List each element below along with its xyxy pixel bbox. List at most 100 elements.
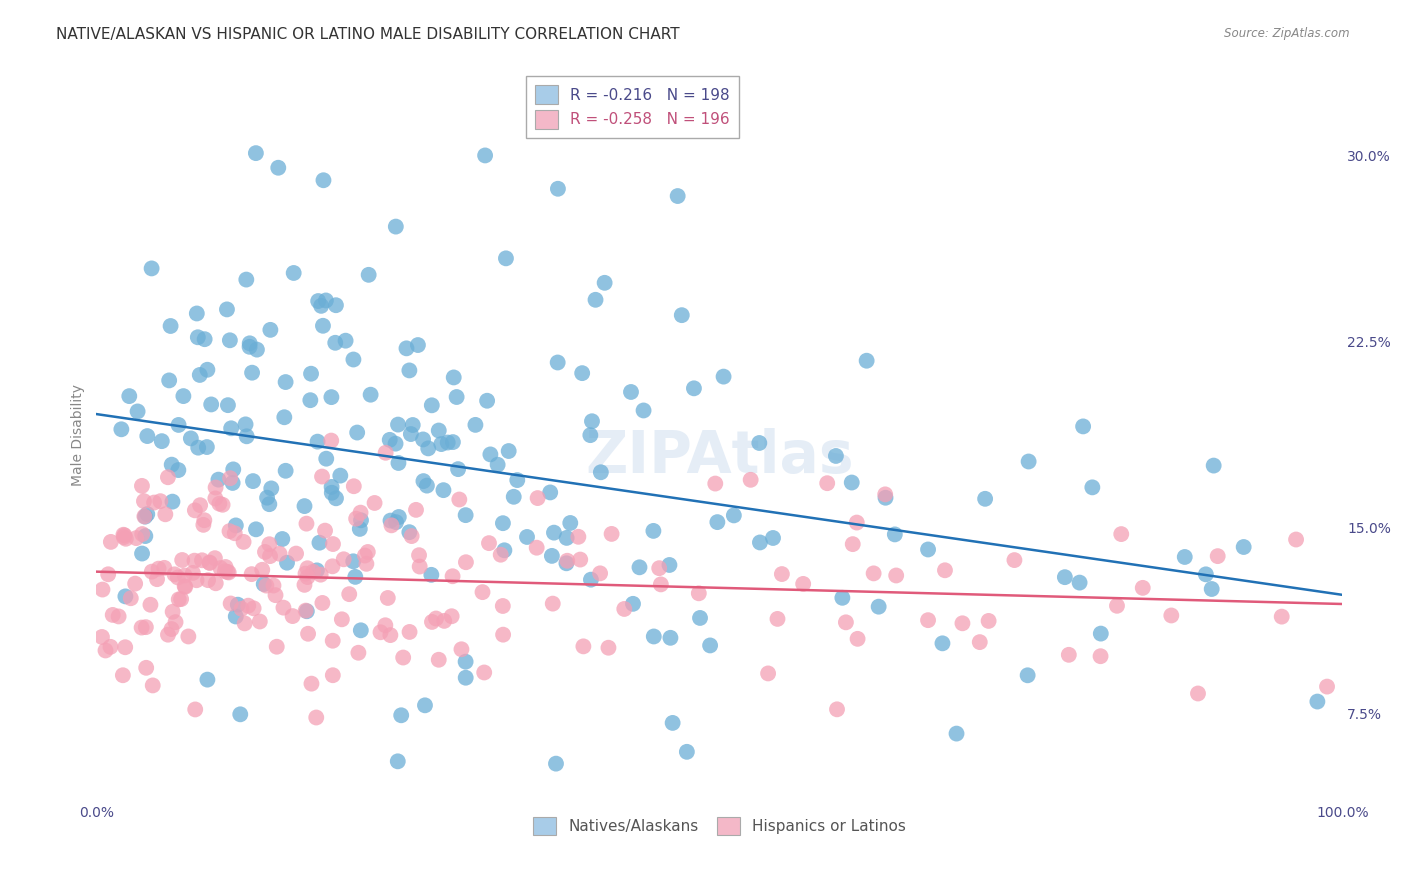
Point [420, 567, 443, 582]
Point [193, 513, 215, 527]
Point [162, 494, 184, 508]
Point [661, 715, 683, 730]
Point [344, 511, 367, 525]
Point [560, 516, 582, 530]
Point [100, 535, 122, 549]
Point [150, 434, 173, 449]
Point [235, 272, 257, 286]
Point [1160, 608, 1182, 623]
Point [363, 496, 385, 510]
Point [187, 330, 209, 344]
Point [188, 368, 211, 382]
Point [112, 530, 135, 544]
Point [589, 465, 612, 479]
Point [264, 588, 287, 602]
Point [204, 481, 226, 495]
Point [221, 475, 243, 490]
Point [377, 591, 399, 605]
Point [492, 599, 515, 613]
Point [231, 601, 253, 615]
Point [420, 615, 443, 629]
Point [412, 433, 434, 447]
Point [1206, 549, 1229, 563]
Point [163, 567, 186, 582]
Point [266, 640, 288, 654]
Point [845, 516, 868, 530]
Point [242, 601, 264, 615]
Point [172, 553, 194, 567]
Point [416, 478, 439, 492]
Point [346, 425, 368, 440]
Point [101, 607, 124, 622]
Point [749, 535, 772, 549]
Point [294, 604, 316, 618]
Point [600, 527, 623, 541]
Point [245, 146, 267, 161]
Point [132, 494, 155, 508]
Point [408, 559, 430, 574]
Point [342, 554, 364, 568]
Point [544, 756, 567, 771]
Point [598, 640, 620, 655]
Point [309, 567, 332, 582]
Point [835, 615, 858, 630]
Point [325, 491, 347, 506]
Point [1233, 540, 1256, 554]
Point [273, 600, 295, 615]
Point [224, 526, 246, 541]
Point [321, 485, 343, 500]
Point [643, 524, 665, 538]
Point [204, 551, 226, 566]
Point [402, 417, 425, 432]
Point [329, 468, 352, 483]
Point [294, 499, 316, 513]
Point [233, 616, 256, 631]
Point [399, 427, 422, 442]
Point [259, 497, 281, 511]
Point [94, 643, 117, 657]
Point [253, 545, 276, 559]
Point [167, 417, 190, 432]
Point [620, 384, 643, 399]
Point [1081, 480, 1104, 494]
Point [148, 561, 170, 575]
Point [1017, 668, 1039, 682]
Point [167, 463, 190, 477]
Point [219, 471, 242, 485]
Point [395, 342, 418, 356]
Point [165, 615, 187, 629]
Point [118, 389, 141, 403]
Point [110, 422, 132, 436]
Point [314, 524, 336, 538]
Point [450, 642, 472, 657]
Point [235, 417, 257, 432]
Point [412, 474, 434, 488]
Point [543, 525, 565, 540]
Point [183, 554, 205, 568]
Point [218, 524, 240, 538]
Point [302, 565, 325, 579]
Point [269, 547, 291, 561]
Point [875, 491, 897, 505]
Point [541, 549, 564, 563]
Point [408, 548, 430, 562]
Point [273, 410, 295, 425]
Point [297, 561, 319, 575]
Point [114, 532, 136, 546]
Point [204, 491, 226, 506]
Point [479, 447, 502, 461]
Point [449, 492, 471, 507]
Point [831, 591, 853, 605]
Point [172, 389, 194, 403]
Point [931, 636, 953, 650]
Point [267, 161, 290, 175]
Point [492, 628, 515, 642]
Point [825, 702, 848, 716]
Point [131, 527, 153, 541]
Point [569, 552, 592, 566]
Point [242, 474, 264, 488]
Point [184, 503, 207, 517]
Point [120, 591, 142, 606]
Point [157, 373, 180, 387]
Point [676, 745, 699, 759]
